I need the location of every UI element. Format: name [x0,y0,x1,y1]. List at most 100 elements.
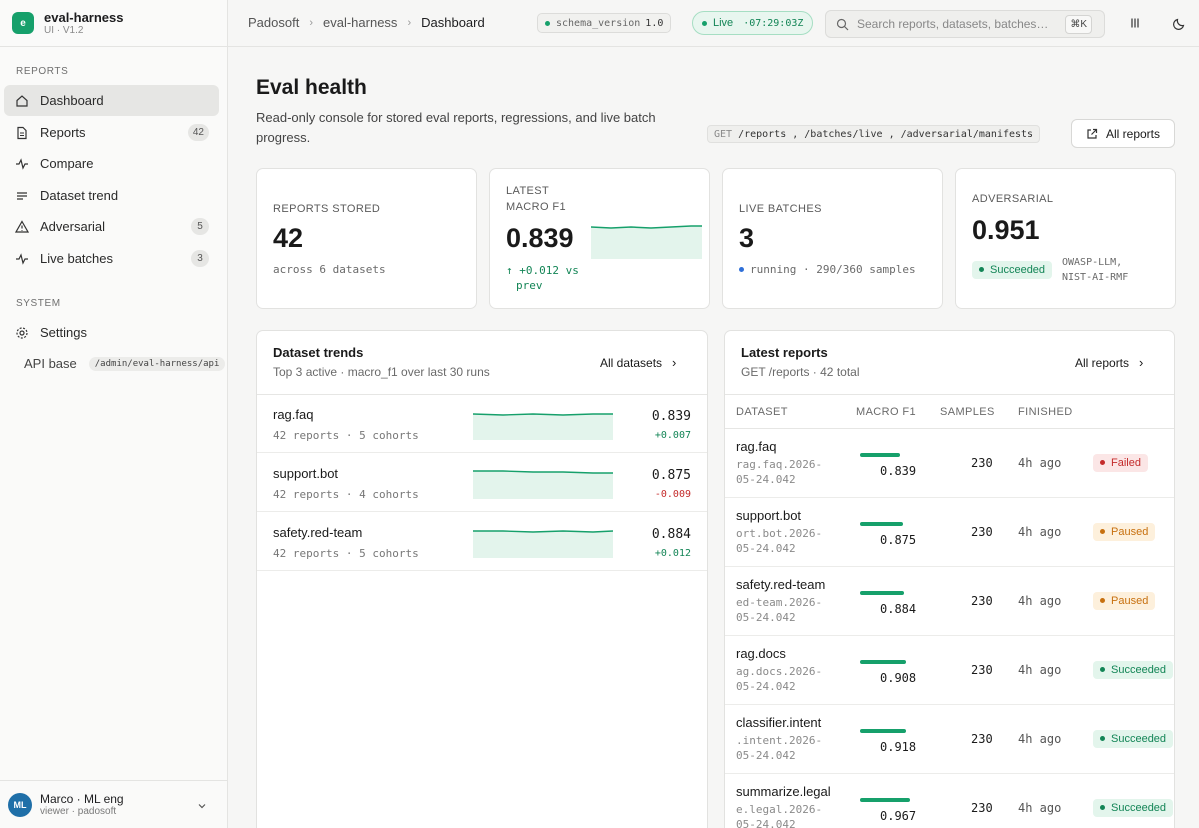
macro-f1-bar [860,453,900,457]
trend-value: 0.839 [651,409,691,424]
stat-label-line: LATEST [506,185,550,197]
user-menu[interactable]: ML Marco · ML eng viewer · padosoft [0,780,227,828]
trend-value: 0.884 [651,527,691,542]
column-header-finished[interactable]: FINISHED [1018,406,1073,418]
moon-icon[interactable] [1171,15,1187,31]
panel-title: Dataset trends [273,345,364,360]
stat-card-live-batches: LIVE BATCHES 3 running · 290/360 samples [722,168,943,309]
status-pill: Failed [1093,453,1148,472]
finished-value: 4h ago [1018,663,1062,677]
stat-sub: across 6 datasets [273,263,386,276]
panel-subtitle: GET /reports · 42 total [741,365,860,379]
report-id-line: 05-24.042 [736,611,796,624]
stat-card-reports: REPORTS STORED 42 across 6 datasets [256,168,477,309]
report-id-line: 05-24.042 [736,818,796,828]
all-reports-button[interactable]: All reports [1071,119,1175,148]
trend-row[interactable]: support.bot 42 reports · 4 cohorts 0.875… [257,453,707,512]
divider [257,394,707,395]
table-row[interactable]: support.bot ort.bot.2026- 05-24.042 0.875 23… [725,498,1174,567]
macro-f1-bar [860,798,910,802]
status-badge: Paused [1093,591,1156,610]
samples-value: 230 [971,594,993,608]
breadcrumb-item[interactable]: Padosoft [248,15,300,30]
column-header-dataset[interactable]: DATASET [736,406,788,418]
trend-sub: 42 reports · 5 cohorts [273,429,419,442]
report-id-line: 05-24.042 [736,680,796,693]
stat-label: REPORTS STORED [273,203,381,215]
breadcrumb-item[interactable]: eval-harness [323,15,398,30]
app-logo: e [12,12,34,34]
chevron-down-icon [197,799,207,814]
all-reports-link[interactable]: All reports › [1075,355,1143,370]
report-id-line: e.legal.2026- [736,803,823,816]
status-pill: Paused [1093,591,1156,610]
tag-line: OWASP-LLM, [1062,257,1123,268]
page-title: Eval health [256,76,367,99]
chevron-right-icon: › [672,355,677,370]
sidebar-item-settings[interactable]: Settings [4,317,219,348]
schema-label: schema_version [556,17,641,29]
sidebar-item-label: Dashboard [40,93,104,108]
macro-f1-value: 0.908 [880,671,917,685]
stat-value: 0.839 [506,223,574,253]
trend-sparkline [473,530,613,558]
samples-value: 230 [971,525,993,539]
panel-title: Latest reports [741,345,828,360]
panel-subtitle: Top 3 active · macro_f1 over last 30 run… [273,365,490,379]
status-dot [1100,736,1105,741]
stat-card-macro-f1: LATEST MACRO F1 0.839 ↑ +0.012 vs prev [489,168,710,309]
tag-line: NIST-AI-RMF [1062,272,1129,283]
search-icon [836,18,849,31]
search-placeholder: Search reports, datasets, batches… [857,17,1049,31]
table-row[interactable]: safety.red-team ed-team.2026- 05-24.042 0.8… [725,567,1174,636]
stat-card-adversarial: ADVERSARIAL 0.951 Succeeded OWASP-LLM, N… [955,168,1176,309]
report-id: ag.docs.2026- 05-24.042 [736,664,836,694]
columns-icon[interactable] [1127,15,1143,31]
finished-value: 4h ago [1018,525,1062,539]
table-row[interactable]: rag.docs ag.docs.2026- 05-24.042 0.908 230 4h… [725,636,1174,705]
table-row[interactable]: rag.faq rag.faq.2026- 05-24.042 0.839 230 4h … [725,429,1174,498]
column-header-macro-f1[interactable]: MACRO F1 [856,406,917,418]
pulse-icon [14,156,30,172]
macro-f1-value: 0.918 [880,740,917,754]
stat-label: ADVERSARIAL [972,193,1054,205]
table-row[interactable]: summarize.legal e.legal.2026- 05-24.042 0.9… [725,774,1174,828]
all-reports-label: All reports [1105,126,1161,141]
status-dot [1100,529,1105,534]
home-icon [14,93,30,109]
stat-label-line: MACRO F1 [506,201,567,213]
sidebar-item-dataset-trend[interactable]: Dataset trend [4,180,219,211]
all-datasets-link[interactable]: All datasets › [600,355,676,370]
api-base: API base /admin/eval-harness/api [24,356,226,371]
dataset-name: rag.faq [736,439,777,454]
status-dot [1100,598,1105,603]
trend-row[interactable]: safety.red-team 42 reports · 5 cohorts 0… [257,512,707,571]
trend-row[interactable]: rag.faq 42 reports · 5 cohorts 0.839 +0.… [257,394,707,453]
status-badge: Succeeded [972,260,1053,279]
sidebar-item-reports[interactable]: Reports 42 [4,117,219,148]
app-name: eval-harness [44,9,124,25]
adversarial-tags: OWASP-LLM, NIST-AI-RMF [1062,255,1128,285]
sidebar-item-compare[interactable]: Compare [4,148,219,179]
sidebar-item-adversarial[interactable]: Adversarial 5 [4,211,219,242]
sidebar-item-label: Compare [40,156,94,171]
breadcrumb: Padosoft › eval-harness › Dashboard [248,15,485,30]
macro-f1-bar [860,660,906,664]
sidebar-item-dashboard[interactable]: Dashboard [4,85,219,116]
count-badge: 5 [191,218,209,235]
sidebar-item-live-batches[interactable]: Live batches 3 [4,243,219,274]
dataset-name: support.bot [736,508,802,523]
pulse-icon [14,251,30,267]
brand[interactable]: e eval-harness UI · V1.2 [0,0,227,47]
sidebar-item-label: Live batches [40,251,113,266]
status-badge: Paused [1093,522,1156,541]
lines-icon [14,188,30,204]
status-badge: Failed [1093,453,1148,472]
chevron-right-icon: › [309,16,313,29]
chevron-right-icon: › [407,16,412,29]
column-header-samples[interactable]: SAMPLES [940,406,995,418]
trend-sub: 42 reports · 4 cohorts [273,488,419,501]
status-dot [979,267,984,272]
search-input[interactable]: Search reports, datasets, batches… ⌘K [825,10,1105,38]
table-row[interactable]: classifier.intent .intent.2026- 05-24.042 0… [725,705,1174,774]
